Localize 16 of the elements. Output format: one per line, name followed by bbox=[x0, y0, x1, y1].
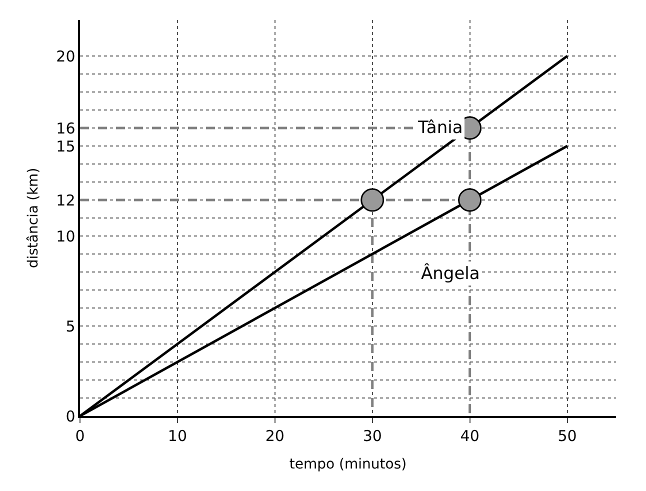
x-tick-label: 40 bbox=[460, 426, 480, 445]
y-tick-label: 5 bbox=[66, 317, 76, 336]
x-axis-title: tempo (minutos) bbox=[289, 456, 407, 473]
x-tick-label: 20 bbox=[265, 426, 284, 445]
x-tick-label: 50 bbox=[558, 426, 577, 445]
x-tick-label: 30 bbox=[362, 426, 382, 445]
y-tick-label: 10 bbox=[56, 227, 76, 246]
y-tick-label: 20 bbox=[56, 47, 76, 66]
y-axis-title: distância (km) bbox=[25, 168, 42, 268]
y-tick-label: 12 bbox=[56, 191, 76, 210]
x-tick-label: 10 bbox=[168, 426, 187, 445]
y-tick-label: 0 bbox=[66, 407, 76, 426]
series-label: Tânia bbox=[417, 118, 463, 138]
y-tick-label: 15 bbox=[56, 137, 76, 156]
y-tick-label: 16 bbox=[56, 119, 76, 138]
series-label: Ângela bbox=[421, 263, 480, 284]
